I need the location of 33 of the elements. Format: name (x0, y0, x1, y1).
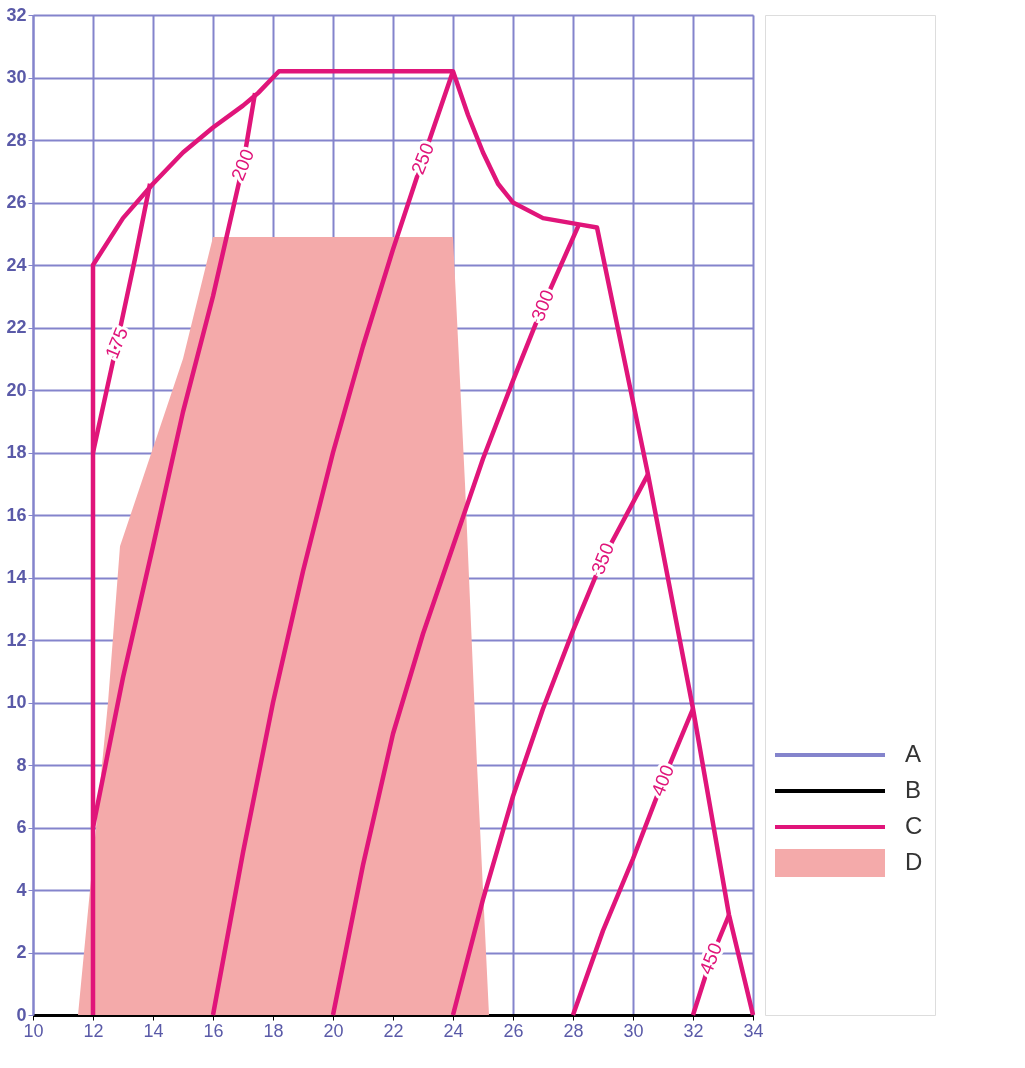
legend-label: B (905, 776, 922, 803)
x-tick-label: 34 (743, 1020, 764, 1041)
y-tick-label: 10 (6, 692, 27, 712)
y-tick-label: 24 (6, 254, 27, 275)
legend-label: C (905, 812, 923, 839)
x-tick-label: 12 (83, 1020, 104, 1041)
x-tick-label: 18 (263, 1020, 284, 1041)
x-tick-label: 24 (443, 1020, 464, 1041)
x-tick-label: 26 (503, 1020, 524, 1041)
y-tick-label: 12 (6, 629, 27, 650)
x-tick-label: 30 (623, 1020, 644, 1041)
y-tick-label: 4 (16, 879, 27, 900)
x-tick-label: 16 (203, 1020, 224, 1041)
y-tick-label: 28 (6, 129, 27, 150)
y-tick-label: 22 (6, 317, 27, 337)
y-tick-label: 30 (6, 67, 27, 87)
y-tick-label: 26 (6, 192, 27, 212)
legend-label: D (905, 848, 923, 875)
y-tick-label: 16 (6, 504, 27, 525)
x-tick-label: 14 (143, 1020, 164, 1041)
y-tick-label: 8 (16, 754, 27, 775)
y-tick-label: 2 (16, 942, 27, 962)
y-tick-label: 6 (16, 817, 27, 837)
y-tick-label: 32 (6, 4, 27, 25)
y-tick-label: 14 (6, 567, 27, 587)
y-tick-label: 18 (6, 442, 27, 462)
x-tick-label: 28 (563, 1020, 584, 1041)
y-tick-label: 0 (16, 1004, 27, 1025)
legend-label: A (905, 740, 922, 767)
x-tick-label: 22 (383, 1020, 404, 1041)
x-tick-label: 32 (683, 1020, 704, 1041)
x-tick-label: 20 (323, 1020, 344, 1041)
y-tick-label: 20 (6, 379, 27, 400)
